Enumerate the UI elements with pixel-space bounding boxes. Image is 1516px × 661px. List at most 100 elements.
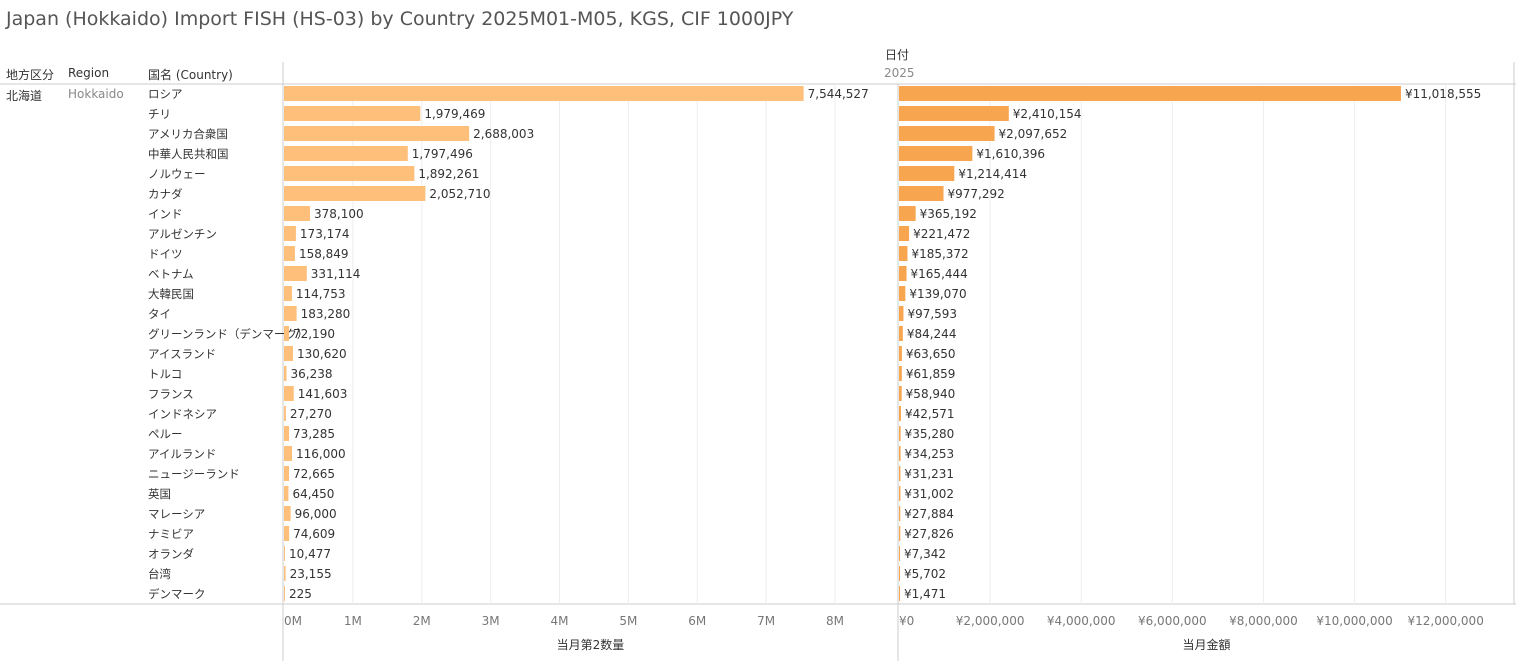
value-value-label: ¥7,342 — [904, 547, 946, 561]
qty-bar — [284, 366, 287, 381]
country-label: ロシア — [148, 87, 183, 101]
value-bar — [899, 366, 902, 381]
country-label: 台湾 — [148, 567, 171, 581]
qty-bar — [284, 406, 286, 421]
value-value-label: ¥977,292 — [948, 187, 1005, 201]
qty-tick-label: 2M — [413, 614, 431, 628]
country-label: チリ — [148, 107, 171, 121]
header-year: 2025 — [884, 66, 915, 80]
value-value-label: ¥27,884 — [904, 507, 954, 521]
value-value-label: ¥42,571 — [905, 407, 955, 421]
value-value-label: ¥2,097,652 — [999, 127, 1068, 141]
qty-bar — [284, 446, 292, 461]
qty-bar — [284, 486, 289, 501]
value-value-label: ¥2,410,154 — [1013, 107, 1082, 121]
value-tick-label: ¥0 — [899, 614, 914, 628]
value-value-label: ¥63,650 — [906, 347, 956, 361]
value-bar — [899, 86, 1401, 101]
qty-bar — [284, 586, 285, 601]
value-value-label: ¥1,471 — [904, 587, 946, 601]
row-area-label: 北海道 — [6, 89, 43, 103]
qty-axis-title: 当月第2数量 — [557, 637, 625, 652]
value-bar — [899, 566, 900, 581]
qty-bar — [284, 426, 290, 441]
country-label: ベトナム — [148, 267, 194, 281]
qty-bar — [284, 566, 286, 581]
qty-bar — [284, 286, 292, 301]
country-label: マレーシア — [148, 507, 205, 521]
value-value-label: ¥1,610,396 — [976, 147, 1045, 161]
qty-bar — [284, 126, 470, 141]
qty-value-label: 72,190 — [293, 327, 335, 341]
value-value-label: ¥97,593 — [907, 307, 957, 321]
qty-bar — [284, 546, 285, 561]
country-label: アイルランド — [148, 447, 216, 461]
qty-value-label: 2,052,710 — [429, 187, 490, 201]
country-label: ドイツ — [148, 247, 183, 261]
qty-value-label: 114,753 — [296, 287, 346, 301]
value-value-label: ¥1,214,414 — [958, 167, 1027, 181]
qty-bar — [284, 526, 290, 541]
country-label: アルゼンチン — [148, 227, 217, 241]
country-label: グリーンランド（デンマーク） — [148, 327, 308, 341]
qty-value-label: 116,000 — [296, 447, 346, 461]
qty-value-label: 2,688,003 — [473, 127, 534, 141]
qty-bar — [284, 346, 293, 361]
qty-bar — [284, 106, 421, 121]
qty-value-label: 23,155 — [290, 567, 332, 581]
value-bar — [899, 486, 901, 501]
country-label: インド — [148, 207, 183, 221]
row-region-label: Hokkaido — [68, 87, 124, 101]
value-value-label: ¥139,070 — [909, 287, 966, 301]
country-label: 中華人民共和国 — [148, 147, 229, 161]
qty-value-label: 141,603 — [298, 387, 348, 401]
qty-bar — [284, 166, 415, 181]
value-bar — [899, 286, 906, 301]
value-bar — [899, 166, 955, 181]
country-label: ニュージーランド — [148, 467, 240, 481]
value-bar — [899, 446, 901, 461]
value-bar — [899, 346, 902, 361]
qty-tick-label: 0M — [284, 614, 302, 628]
value-value-label: ¥35,280 — [905, 427, 955, 441]
qty-bar — [284, 326, 289, 341]
country-label: デンマーク — [148, 587, 206, 601]
country-label: オランダ — [148, 547, 194, 561]
qty-bar — [284, 226, 296, 241]
country-label: ナミビア — [148, 527, 194, 541]
value-value-label: ¥5,702 — [904, 567, 946, 581]
header-region: Region — [68, 66, 110, 80]
value-value-label: ¥31,231 — [904, 467, 954, 481]
country-label: ペルー — [148, 427, 183, 441]
qty-tick-label: 7M — [757, 614, 775, 628]
value-bar — [899, 546, 900, 561]
value-value-label: ¥58,940 — [906, 387, 956, 401]
value-bar — [899, 326, 903, 341]
qty-value-label: 36,238 — [290, 367, 332, 381]
qty-value-label: 27,270 — [290, 407, 332, 421]
value-value-label: ¥11,018,555 — [1405, 87, 1481, 101]
value-bar — [899, 146, 973, 161]
qty-bar — [284, 206, 311, 221]
value-bar — [899, 506, 901, 521]
qty-value-label: 378,100 — [314, 207, 364, 221]
value-value-label: ¥84,244 — [907, 327, 957, 341]
country-label: 英国 — [148, 487, 171, 501]
value-bar — [899, 306, 904, 321]
qty-bar — [284, 266, 307, 281]
qty-value-label: 74,609 — [293, 527, 335, 541]
value-bar — [899, 106, 1009, 121]
qty-value-label: 331,114 — [311, 267, 361, 281]
value-value-label: ¥34,253 — [905, 447, 955, 461]
country-label: カナダ — [148, 187, 183, 201]
value-bar — [899, 246, 908, 261]
qty-bar — [284, 86, 804, 101]
value-value-label: ¥27,826 — [904, 527, 954, 541]
value-bar — [899, 466, 901, 481]
qty-bar — [284, 506, 291, 521]
value-bar — [899, 586, 900, 601]
value-axis-title: 当月金額 — [1182, 637, 1230, 652]
value-tick-label: ¥12,000,000 — [1407, 614, 1483, 628]
qty-tick-label: 3M — [482, 614, 500, 628]
value-value-label: ¥221,472 — [913, 227, 970, 241]
